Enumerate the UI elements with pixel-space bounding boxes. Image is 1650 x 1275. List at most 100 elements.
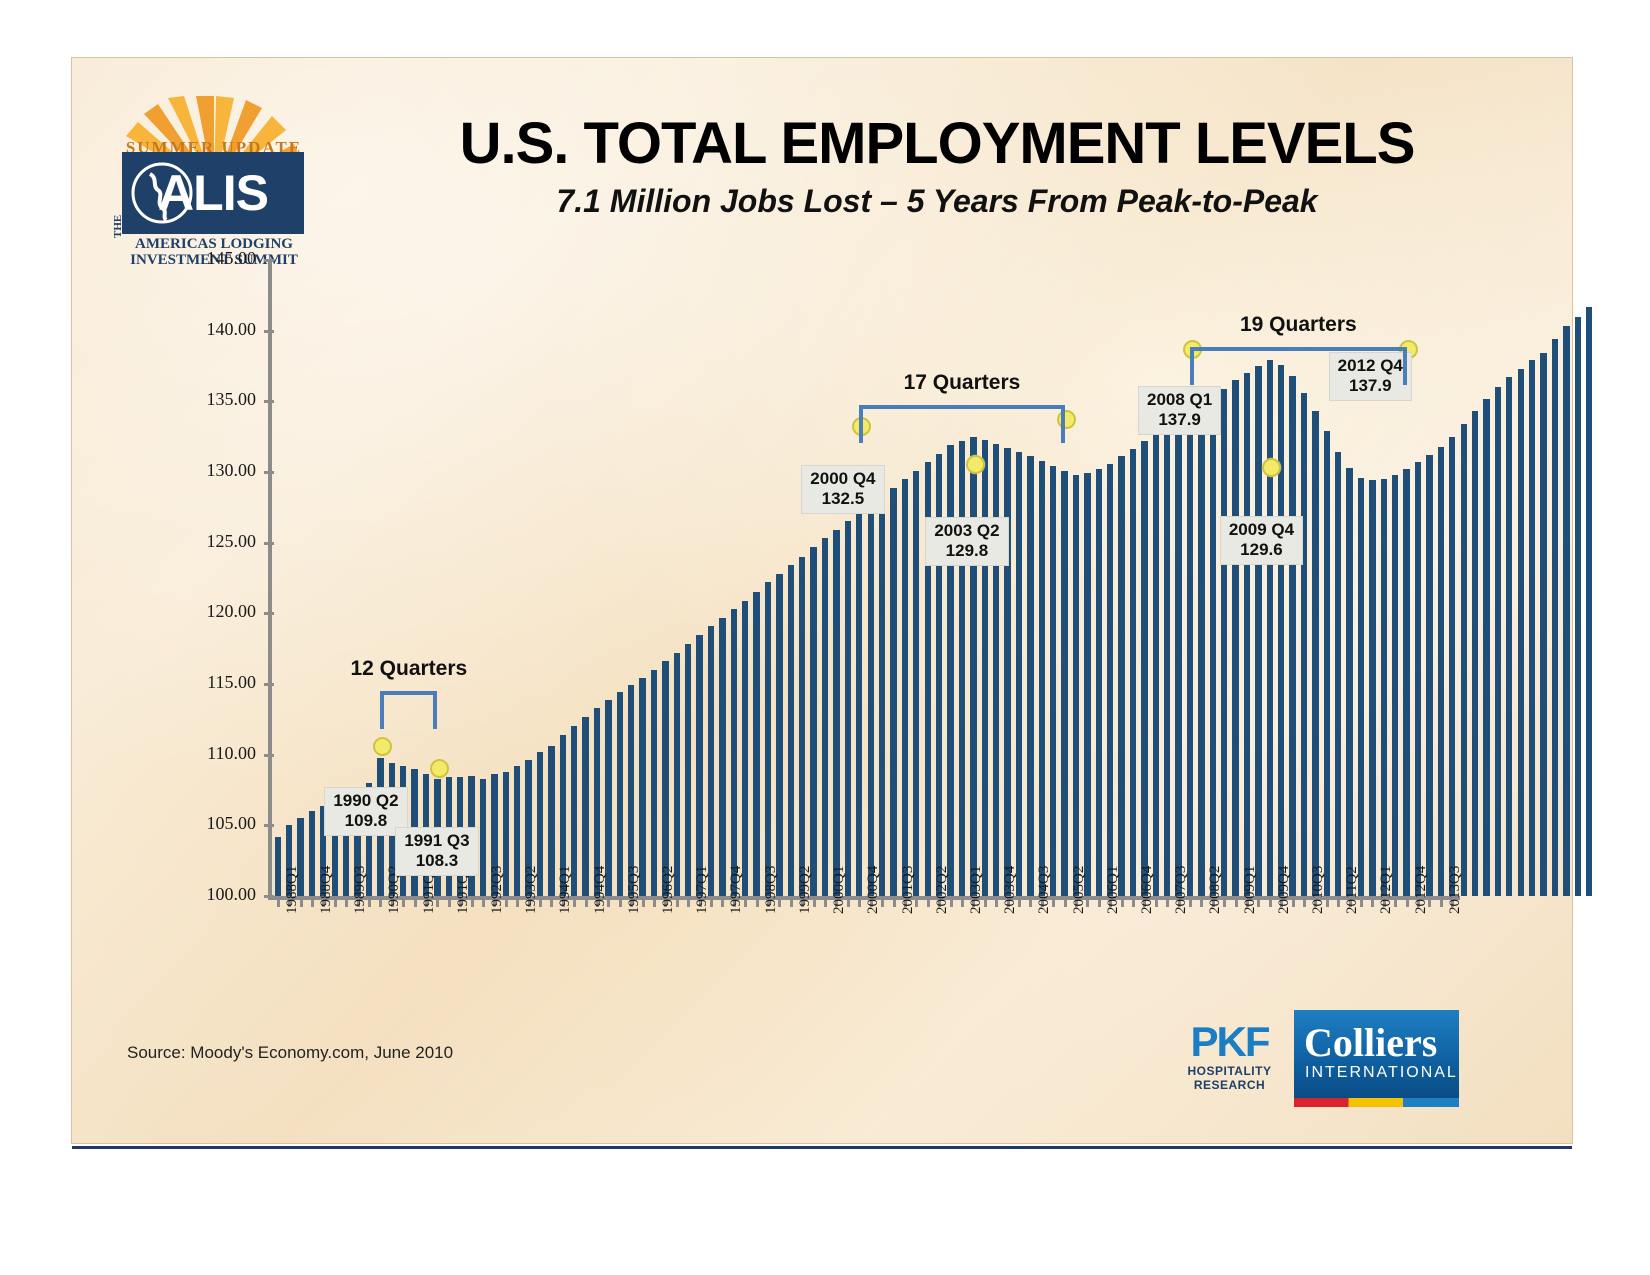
x-axis-tick: [1314, 896, 1318, 907]
bar: [1278, 364, 1285, 896]
x-axis-tick: [1166, 896, 1170, 907]
x-axis-tick: [653, 896, 657, 907]
x-axis-tick: [915, 896, 919, 907]
duration-bracket: [859, 404, 1065, 443]
data-callout-period: 2000 Q4: [810, 468, 876, 488]
x-axis-label: 2012Q4: [1412, 865, 1429, 914]
x-axis-tick: [573, 896, 577, 907]
x-axis-tick: [732, 896, 736, 907]
x-axis-label: 2001Q3: [899, 865, 916, 914]
bar: [1403, 469, 1410, 896]
bar: [1414, 462, 1422, 896]
x-axis-tick: [276, 896, 280, 907]
bar: [297, 818, 304, 896]
x-axis-tick: [892, 896, 896, 907]
bar: [1084, 473, 1091, 896]
x-axis-label: 2009Q1: [1241, 865, 1258, 914]
bar: [696, 634, 703, 896]
data-callout: 2000 Q4 132.5: [801, 464, 885, 514]
bar: [856, 513, 863, 896]
x-axis-tick: [983, 896, 987, 907]
duration-bracket: [1190, 346, 1407, 385]
bar: [513, 765, 521, 896]
x-axis-tick: [1006, 896, 1010, 907]
data-callout-value: 129.8: [945, 540, 989, 560]
x-axis-label: 2006Q4: [1138, 865, 1155, 914]
data-callout: 2008 Q1 137.9: [1138, 386, 1222, 436]
bar: [662, 661, 669, 896]
x-axis-tick: [596, 896, 599, 907]
x-axis-tick: [447, 896, 451, 907]
data-callout-period: 2008 Q1: [1147, 390, 1213, 410]
bar: [536, 751, 544, 896]
logo-summit-text: AMERICAS LODGING INVESTMENT SUMMIT: [114, 236, 314, 268]
bar: [753, 592, 760, 896]
bar: [764, 582, 772, 896]
bar: [1221, 388, 1228, 896]
y-axis-tick: [264, 329, 274, 333]
x-axis-tick: [1348, 896, 1352, 907]
x-axis-label: 2012Q1: [1378, 865, 1395, 914]
x-axis-tick: [367, 896, 371, 907]
x-axis-tick: [1257, 896, 1261, 907]
x-axis-tick: [1189, 896, 1192, 907]
x-axis-label: 2013Q3: [1446, 865, 1463, 914]
bar: [1380, 479, 1388, 896]
pkf-logo-line2: RESEARCH: [1193, 1078, 1266, 1092]
y-axis-label: 145.00: [206, 248, 257, 268]
x-axis-tick: [1063, 896, 1067, 907]
x-axis-tick: [1394, 896, 1398, 907]
y-axis-tick: [264, 400, 274, 404]
pkf-logo-text: PKF: [1190, 1018, 1271, 1065]
data-callout-period: 1991 Q3: [404, 830, 470, 850]
bar: [525, 760, 532, 896]
y-axis-tick: [264, 259, 274, 262]
x-axis-tick: [1268, 896, 1272, 907]
data-point-marker: [1262, 457, 1282, 477]
bar: [650, 669, 658, 896]
bar: [833, 529, 840, 896]
bar: [548, 746, 555, 896]
bar: [1460, 423, 1467, 896]
bar: [1517, 368, 1524, 896]
x-axis-tick: [1177, 896, 1181, 907]
y-axis-tick: [264, 895, 274, 898]
bar: [582, 716, 589, 896]
x-axis-tick: [664, 896, 668, 907]
x-axis-tick: [1405, 896, 1409, 907]
bar: [274, 836, 281, 896]
x-axis-tick: [470, 896, 474, 907]
y-axis-tick: [264, 541, 274, 545]
data-point-marker: [965, 454, 985, 474]
x-axis-label: 1992Q3: [488, 865, 505, 914]
x-axis-tick: [1234, 896, 1238, 907]
bar: [1072, 474, 1080, 896]
data-point-marker: [372, 737, 392, 757]
x-axis-tick: [527, 896, 531, 907]
data-callout: 1991 Q3 108.3: [395, 826, 479, 876]
duration-bracket: [380, 691, 438, 730]
x-axis-tick: [767, 896, 771, 907]
alis-logo: SUMMER UPDATE ALIS THE AMERICAS LODGING …: [102, 96, 317, 291]
x-axis-label: 2010Q3: [1310, 865, 1327, 914]
bar: [844, 521, 852, 896]
bar: [947, 445, 954, 896]
x-axis-tick: [926, 896, 930, 907]
x-axis-tick: [310, 896, 314, 907]
y-axis-line: [268, 260, 272, 896]
bar: [776, 573, 783, 896]
x-axis-line: [268, 896, 1460, 900]
data-callout: 2012 Q4 137.9: [1328, 352, 1412, 402]
data-callout-value: 132.5: [821, 488, 865, 508]
x-axis-tick: [1086, 896, 1090, 907]
bar: [1049, 466, 1057, 896]
bar: [1369, 480, 1376, 896]
x-axis-label: 2007Q3: [1173, 865, 1190, 914]
pkf-logo-line1: HOSPITALITY: [1187, 1064, 1272, 1078]
y-axis-label: 125.00: [206, 530, 257, 551]
x-axis-tick: [1143, 896, 1147, 907]
bar: [1209, 397, 1216, 896]
bar: [1471, 411, 1479, 896]
x-axis-tick: [641, 896, 645, 907]
data-callout-value: 129.6: [1240, 539, 1283, 559]
